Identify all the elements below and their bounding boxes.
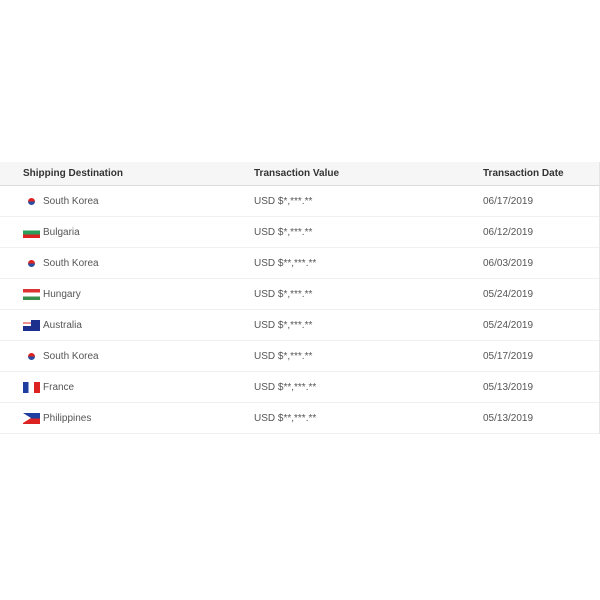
- country-name: South Korea: [43, 257, 99, 269]
- header-shipping-destination[interactable]: Shipping Destination: [23, 168, 123, 179]
- transaction-value: USD $**,***.**: [254, 257, 317, 269]
- transaction-date: 06/12/2019: [483, 226, 534, 238]
- country-name: Hungary: [43, 288, 81, 300]
- table-body: South Korea USD $*,***.** 06/17/2019 Bulgar…: [0, 186, 599, 434]
- table-row[interactable]: South Korea USD $**,***.** 06/03/2019: [0, 248, 599, 279]
- country-name: Bulgaria: [43, 226, 80, 238]
- transaction-value: USD $*,***.**: [254, 288, 313, 300]
- transaction-value: USD $*,***.**: [254, 195, 313, 207]
- table-row[interactable]: Hungary USD $*,***.** 05/24/2019: [0, 279, 599, 310]
- transaction-date: 06/17/2019: [483, 195, 534, 207]
- flag-kr-icon: [23, 350, 40, 362]
- transaction-value: USD $**,***.**: [254, 381, 317, 393]
- destination-cell: Hungary: [0, 288, 254, 300]
- flag-au-icon: [23, 319, 40, 331]
- header-transaction-date[interactable]: Transaction Date: [483, 168, 564, 179]
- destination-cell: South Korea: [0, 195, 254, 207]
- transaction-value: USD $*,***.**: [254, 350, 313, 362]
- country-name: France: [43, 381, 75, 393]
- destination-cell: France: [0, 381, 254, 393]
- table-row[interactable]: South Korea USD $*,***.** 05/17/2019: [0, 341, 599, 372]
- flag-kr-icon: [23, 257, 40, 269]
- flag-kr-icon: [23, 195, 40, 207]
- transaction-date: 06/03/2019: [483, 257, 534, 269]
- flag-fr-icon: [23, 381, 40, 393]
- country-name: South Korea: [43, 195, 99, 207]
- table-row[interactable]: France USD $**,***.** 05/13/2019: [0, 372, 599, 403]
- transaction-value: USD $*,***.**: [254, 226, 313, 238]
- header-transaction-value[interactable]: Transaction Value: [254, 168, 340, 179]
- transaction-date: 05/13/2019: [483, 381, 534, 393]
- transaction-date: 05/24/2019: [483, 319, 534, 331]
- flag-ph-icon: [23, 412, 40, 424]
- transaction-date: 05/17/2019: [483, 350, 534, 362]
- transaction-value: USD $**,***.**: [254, 412, 317, 424]
- table-row[interactable]: Australia USD $*,***.** 05/24/2019: [0, 310, 599, 341]
- transaction-date: 05/24/2019: [483, 288, 534, 300]
- destination-cell: South Korea: [0, 350, 254, 362]
- flag-hu-icon: [23, 288, 40, 300]
- transactions-table: Shipping Destination Transaction Value T…: [0, 162, 600, 434]
- country-name: Australia: [43, 319, 82, 331]
- flag-bg-icon: [23, 226, 40, 238]
- table-row[interactable]: Philippines USD $**,***.** 05/13/2019: [0, 403, 599, 434]
- destination-cell: South Korea: [0, 257, 254, 269]
- transaction-value: USD $*,***.**: [254, 319, 313, 331]
- destination-cell: Bulgaria: [0, 226, 254, 238]
- destination-cell: Australia: [0, 319, 254, 331]
- country-name: South Korea: [43, 350, 99, 362]
- country-name: Philippines: [43, 412, 92, 424]
- table-row[interactable]: Bulgaria USD $*,***.** 06/12/2019: [0, 217, 599, 248]
- transaction-date: 05/13/2019: [483, 412, 534, 424]
- table-row[interactable]: South Korea USD $*,***.** 06/17/2019: [0, 186, 599, 217]
- table-header: Shipping Destination Transaction Value T…: [0, 162, 599, 186]
- destination-cell: Philippines: [0, 412, 254, 424]
